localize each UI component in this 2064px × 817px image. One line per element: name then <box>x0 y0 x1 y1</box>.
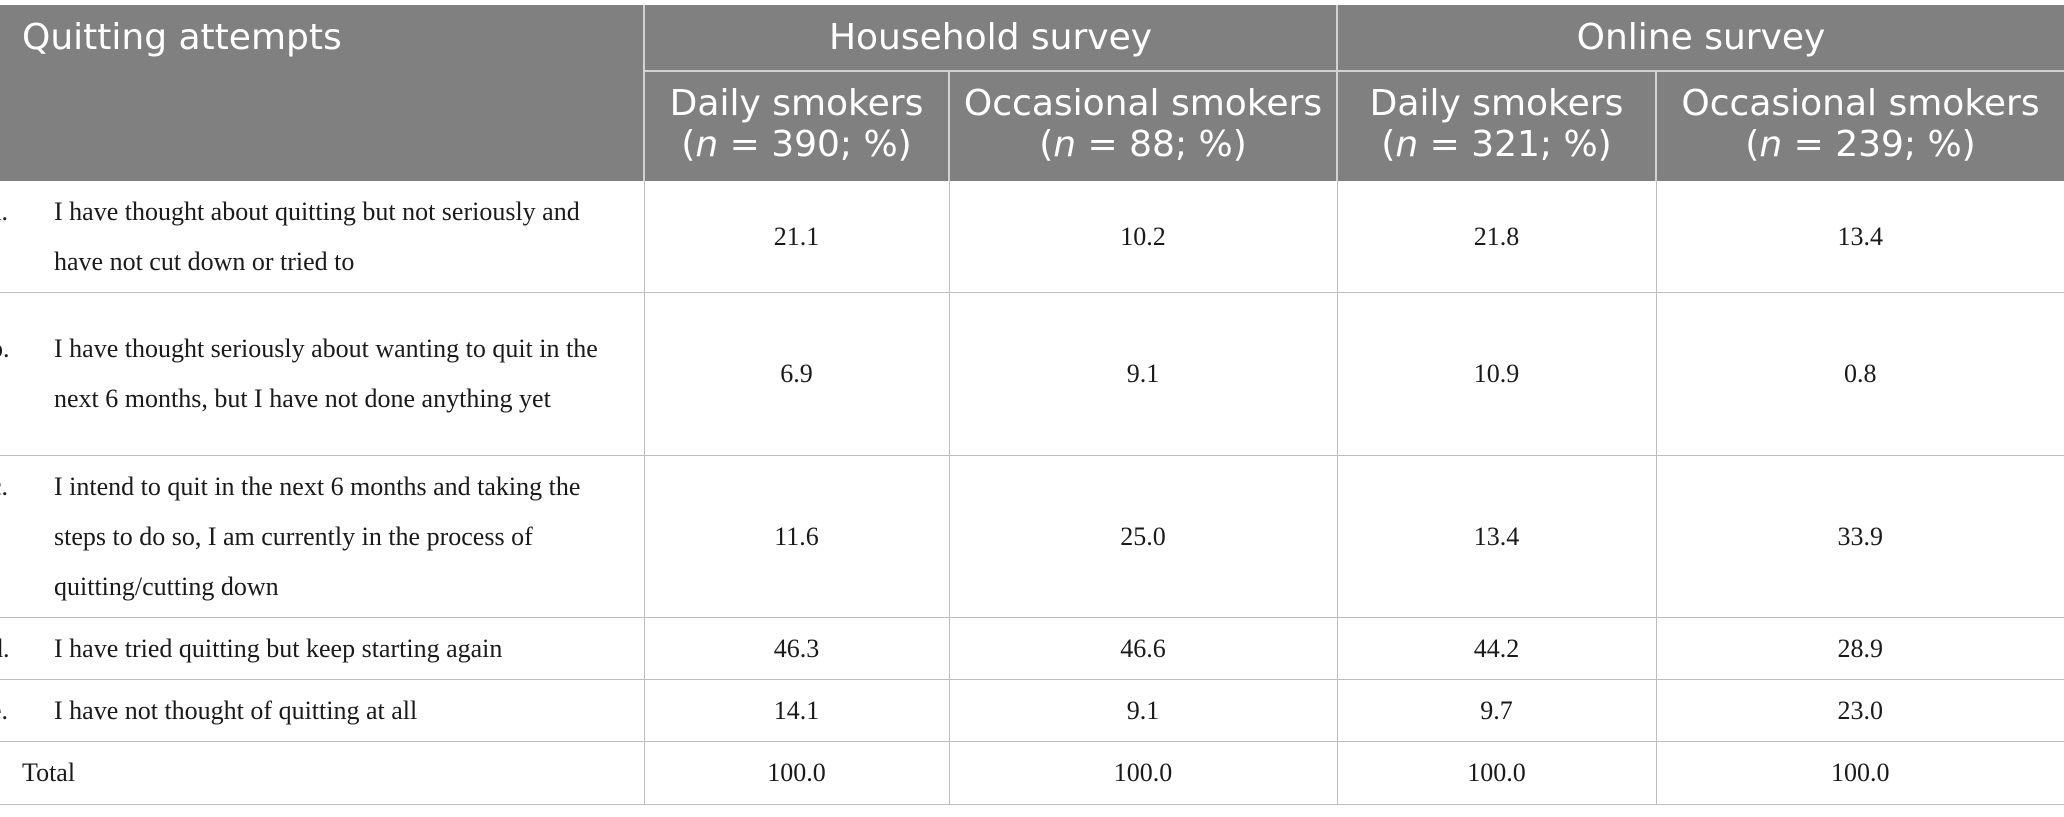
column-name: Occasional smokers <box>963 82 1323 124</box>
row-label: a.I have thought about quitting but not … <box>0 181 645 293</box>
value-cell: 44.2 <box>1336 617 1657 680</box>
header-row-columns: Daily smokers (n = 390; %) Occasional sm… <box>0 71 2064 181</box>
row-label: b.I have thought seriously about wanting… <box>0 292 645 456</box>
row-label: c.I intend to quit in the next 6 months … <box>0 455 645 618</box>
value-cell: 21.1 <box>643 181 950 293</box>
value-cell: 0.8 <box>1655 292 2064 456</box>
total-value-cell: 100.0 <box>948 741 1338 805</box>
column-name: Occasional smokers <box>1681 82 2040 124</box>
column-sample-size: (n = 321; %) <box>1381 123 1612 165</box>
row-label: d.I have tried quitting but keep startin… <box>0 617 645 680</box>
value-cell: 9.7 <box>1336 679 1657 742</box>
row-label: e.I have not thought of quitting at all <box>0 679 645 742</box>
value-cell: 46.6 <box>948 617 1338 680</box>
column-header-online-daily: Daily smokers (n = 321; %) <box>1337 71 1657 181</box>
value-cell: 25.0 <box>948 455 1338 618</box>
value-cell: 33.9 <box>1655 455 2064 618</box>
total-value-cell: 100.0 <box>1336 741 1657 805</box>
table-header: Quitting attempts Household survey Onlin… <box>0 5 2064 181</box>
value-cell: 9.1 <box>948 292 1338 456</box>
quitting-attempts-table: Quitting attempts Household survey Onlin… <box>0 5 2064 805</box>
value-cell: 28.9 <box>1655 617 2064 680</box>
value-cell: 46.3 <box>643 617 950 680</box>
total-value-cell: 100.0 <box>1655 741 2064 805</box>
column-sample-size: (n = 88; %) <box>1039 123 1247 165</box>
table-row: c.I intend to quit in the next 6 months … <box>0 455 2064 618</box>
column-sample-size: (n = 390; %) <box>681 123 912 165</box>
table-row: a.I have thought about quitting but not … <box>0 181 2064 293</box>
value-cell: 11.6 <box>643 455 950 618</box>
stub-header: Quitting attempts <box>0 5 645 181</box>
total-value-cell: 100.0 <box>643 741 950 805</box>
column-header-household-occasional: Occasional smokers (n = 88; %) <box>949 71 1338 181</box>
table-row: d.I have tried quitting but keep startin… <box>0 617 2064 680</box>
column-sample-size: (n = 239; %) <box>1745 123 1976 165</box>
value-cell: 13.4 <box>1655 181 2064 293</box>
column-header-household-daily: Daily smokers (n = 390; %) <box>644 71 950 181</box>
group-header-household: Household survey <box>644 5 1338 72</box>
value-cell: 10.9 <box>1336 292 1657 456</box>
header-row-groups: Quitting attempts Household survey Onlin… <box>0 5 2064 181</box>
total-label: Total <box>0 741 645 805</box>
table-row: b.I have thought seriously about wanting… <box>0 292 2064 456</box>
column-name: Daily smokers <box>669 82 924 124</box>
value-cell: 6.9 <box>643 292 950 456</box>
value-cell: 10.2 <box>948 181 1338 293</box>
value-cell: 21.8 <box>1336 181 1657 293</box>
group-header-online: Online survey <box>1337 5 2064 72</box>
total-row: Total 100.0 100.0 100.0 100.0 <box>0 741 2064 805</box>
column-header-online-occasional: Occasional smokers (n = 239; %) <box>1656 71 2064 181</box>
value-cell: 9.1 <box>948 679 1338 742</box>
table-row: e.I have not thought of quitting at all … <box>0 679 2064 742</box>
value-cell: 13.4 <box>1336 455 1657 618</box>
table-body: a.I have thought about quitting but not … <box>0 181 2064 805</box>
value-cell: 14.1 <box>643 679 950 742</box>
value-cell: 23.0 <box>1655 679 2064 742</box>
column-name: Daily smokers <box>1369 82 1624 124</box>
